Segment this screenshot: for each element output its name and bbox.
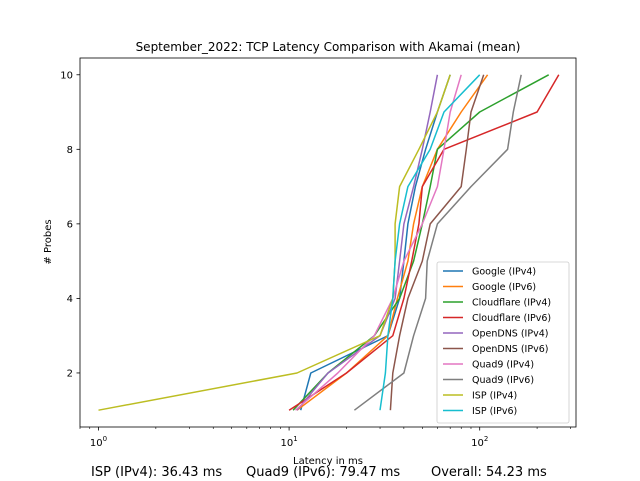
series-line-4 [296, 74, 439, 411]
legend-label: OpenDNS (IPv6) [472, 344, 548, 355]
legend-label: ISP (IPv4) [472, 391, 517, 402]
legend-label: Google (IPv6) [472, 282, 536, 293]
legend-label: OpenDNS (IPv4) [472, 329, 548, 340]
series-line-6 [295, 74, 462, 411]
quad9-ipv6-summary: Quad9 (IPv6): 79.47 ms [246, 465, 401, 480]
series-line-0 [299, 74, 451, 411]
series-line-2 [292, 74, 550, 411]
chart-title: September_2022: TCP Latency Comparison w… [136, 40, 521, 54]
y-axis-ticks: 2 4 6 8 10 [60, 70, 80, 379]
y-axis-label: # Probes [43, 219, 54, 264]
summary-footer: ISP (IPv4): 36.43 ms Quad9 (IPv6): 79.47… [0, 465, 640, 481]
legend-label: Quad9 (IPv4) [472, 360, 534, 371]
y-tick-label: 2 [67, 368, 73, 379]
legend-label: Cloudflare (IPv4) [472, 298, 551, 309]
isp-ipv4-summary: ISP (IPv4): 36.43 ms [91, 465, 223, 480]
y-tick-label: 4 [67, 294, 73, 305]
series-line-1 [296, 74, 489, 411]
x-tick-label: 101 [280, 435, 297, 449]
legend-label: Cloudflare (IPv6) [472, 313, 551, 324]
legend: Google (IPv4) Google (IPv6) Cloudflare (IP… [436, 261, 570, 424]
y-tick-label: 10 [60, 70, 73, 81]
series-line-7 [353, 74, 522, 411]
x-axis-label: Latency in ms [293, 456, 363, 467]
legend-box [436, 261, 570, 424]
series-line-9 [379, 74, 481, 411]
legend-label: Quad9 (IPv6) [472, 375, 534, 386]
legend-label: ISP (IPv6) [472, 406, 517, 417]
legend-label: Google (IPv4) [472, 267, 536, 278]
x-axis-ticks: 100 101 102 [79, 427, 571, 449]
series-line-8 [98, 74, 451, 411]
x-tick-label: 102 [471, 435, 488, 449]
series-line-5 [389, 74, 485, 411]
plot-lines [98, 74, 560, 411]
series-line-3 [288, 74, 560, 411]
overall-summary: Overall: 54.23 ms [431, 465, 547, 480]
x-tick-label: 100 [90, 435, 107, 449]
y-tick-label: 8 [67, 145, 73, 156]
plot-frame [79, 57, 577, 428]
y-tick-label: 6 [67, 219, 73, 230]
